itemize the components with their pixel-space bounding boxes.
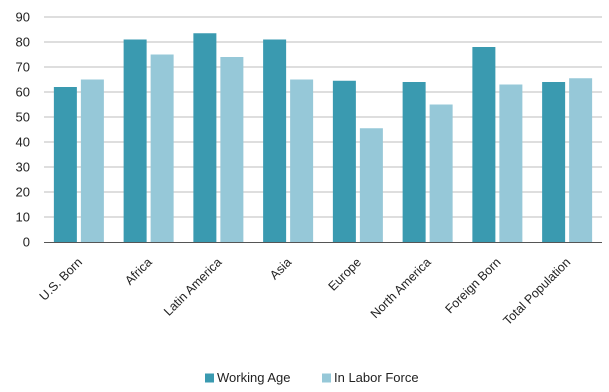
y-tick-label: 80 xyxy=(16,35,30,50)
bar-in-labor-force-foreign-born xyxy=(499,84,523,242)
bar-working-age-total-population xyxy=(542,82,566,242)
y-tick-label: 30 xyxy=(16,160,30,175)
x-axis-ticks: U.S. Born Africa Latin America Asia Europe No… xyxy=(37,255,573,328)
bar-working-age-africa xyxy=(123,39,147,242)
y-tick-label: 50 xyxy=(16,110,30,125)
x-tick-label: U.S. Born xyxy=(37,255,85,303)
legend: Working Age In Labor Force xyxy=(205,370,419,385)
legend-label-in-labor-force: In Labor Force xyxy=(334,370,419,385)
x-tick-label: Europe xyxy=(326,255,364,293)
x-tick-label: Asia xyxy=(267,255,294,282)
y-tick-label: 60 xyxy=(16,85,30,100)
y-tick-label: 70 xyxy=(16,60,30,75)
bar-in-labor-force-total-population xyxy=(569,78,593,242)
y-tick-label: 90 xyxy=(16,10,30,25)
bar-working-age-asia xyxy=(263,39,287,242)
x-tick-label: Africa xyxy=(122,255,155,288)
x-tick-label: North America xyxy=(368,255,434,321)
bar-in-labor-force-asia xyxy=(290,79,314,242)
legend-swatch-working-age xyxy=(205,373,214,383)
x-tick-label: Foreign Born xyxy=(442,255,503,316)
x-tick-label: Latin America xyxy=(161,255,224,318)
bar-working-age-latin-america xyxy=(193,33,217,242)
bar-in-labor-force-africa xyxy=(150,54,174,242)
bars xyxy=(53,33,593,242)
bar-working-age-u-s-born xyxy=(53,87,77,242)
y-tick-label: 10 xyxy=(16,210,30,225)
bar-working-age-europe xyxy=(332,80,356,242)
y-tick-label: 0 xyxy=(23,235,30,250)
bar-in-labor-force-latin-america xyxy=(220,57,244,242)
bar-in-labor-force-europe xyxy=(359,128,383,242)
y-axis-ticks: 0 10 20 30 40 50 60 70 80 90 xyxy=(16,10,30,250)
bar-working-age-north-america xyxy=(402,82,426,242)
bar-in-labor-force-north-america xyxy=(429,104,453,242)
bar-working-age-foreign-born xyxy=(472,47,496,242)
legend-label-working-age: Working Age xyxy=(217,370,290,385)
bar-in-labor-force-u-s-born xyxy=(80,79,104,242)
legend-swatch-in-labor-force xyxy=(322,373,331,383)
y-tick-label: 40 xyxy=(16,135,30,150)
y-tick-label: 20 xyxy=(16,185,30,200)
x-tick-label: Total Population xyxy=(500,255,573,328)
